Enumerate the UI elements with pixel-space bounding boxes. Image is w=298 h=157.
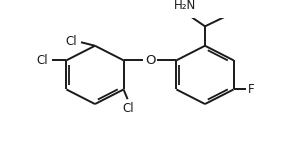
Text: Cl: Cl — [123, 102, 134, 115]
Text: F: F — [248, 83, 254, 96]
Text: Cl: Cl — [37, 54, 48, 67]
Text: O: O — [145, 54, 155, 67]
Text: H₂N: H₂N — [174, 0, 196, 12]
Text: Cl: Cl — [65, 35, 77, 48]
